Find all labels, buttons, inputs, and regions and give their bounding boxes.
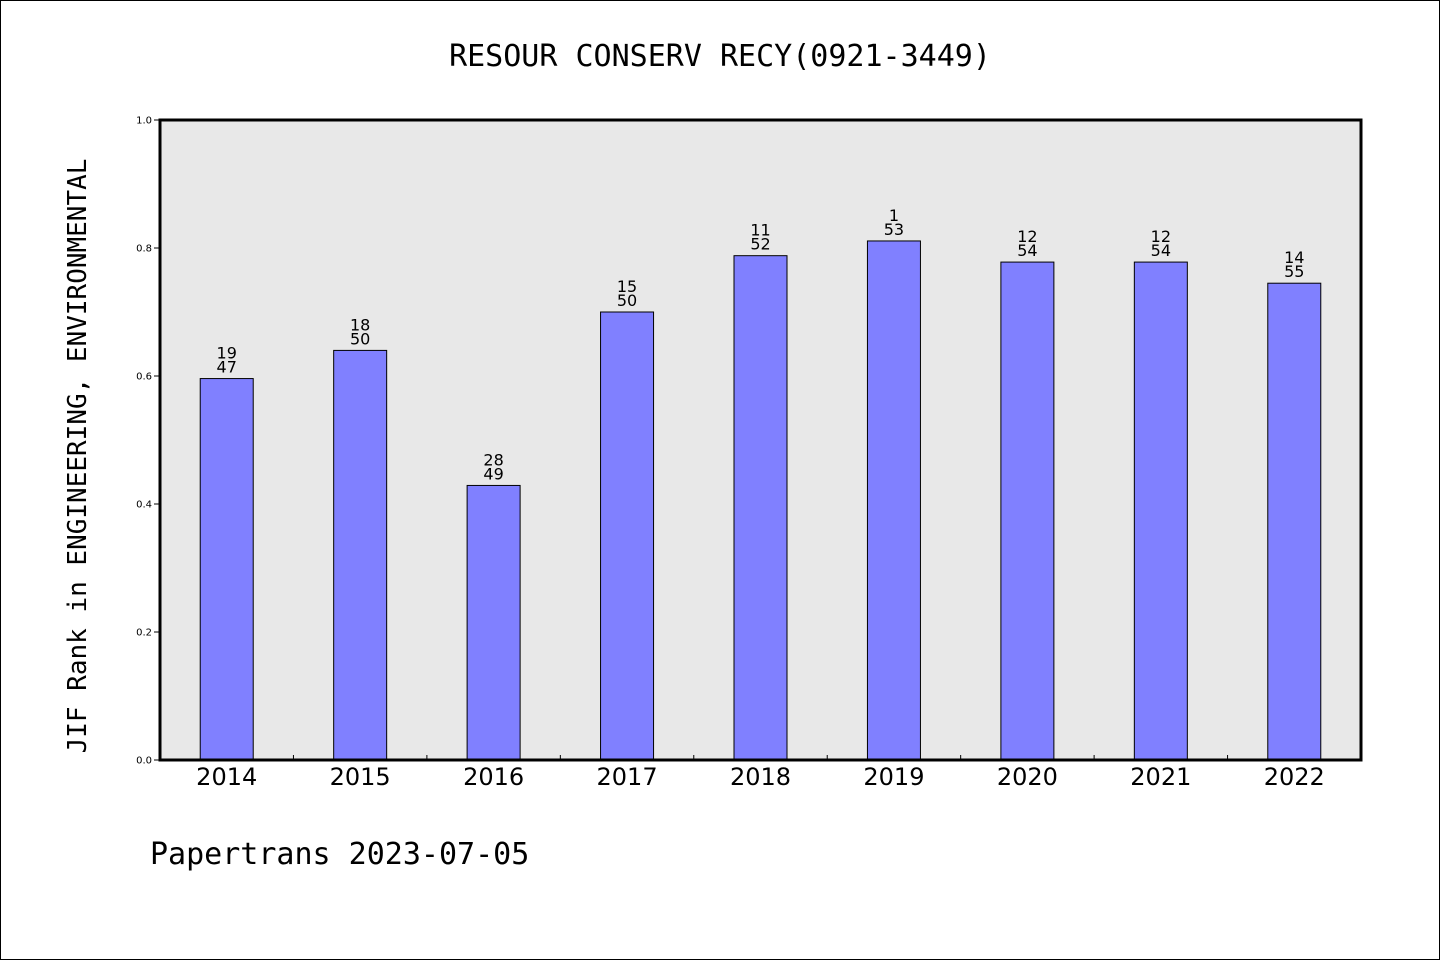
bar-total-label: 50: [350, 329, 370, 348]
bar: [1000, 261, 1055, 761]
x-tick-label: 2016: [463, 763, 524, 791]
x-tick-label: 2018: [730, 763, 791, 791]
bar: [466, 484, 521, 761]
plot-border: [158, 118, 1363, 762]
bar-rank-label: 15: [617, 277, 637, 296]
bar-rank-label: 28: [483, 450, 503, 469]
bar: [199, 378, 254, 761]
x-tick-label: 2019: [863, 763, 924, 791]
y-tick-label: 0.4: [136, 500, 152, 511]
bar: [1133, 261, 1188, 761]
y-axis-label: JIF Rank in ENGINEERING, ENVIRONMENTAL: [63, 159, 93, 754]
x-tick-label: 2021: [1130, 763, 1191, 791]
bar-total-label: 52: [750, 235, 770, 254]
bar-rank-label: 14: [1284, 248, 1304, 267]
bar-rank-label: 11: [750, 221, 770, 240]
bar-rank-label: 1: [889, 206, 899, 225]
bar: [1267, 282, 1322, 761]
y-tick-label: 0.2: [136, 628, 152, 639]
y-tick-label: 1.0: [136, 116, 152, 127]
bar: [600, 311, 655, 761]
y-tick-label: 0.8: [136, 244, 152, 255]
bar: [733, 255, 788, 761]
bar-total-label: 47: [217, 358, 237, 377]
x-tick-label: 2015: [330, 763, 391, 791]
bar-total-label: 55: [1284, 262, 1304, 281]
y-tick-label: 0.0: [136, 756, 152, 767]
bar-rank-label: 12: [1151, 227, 1171, 246]
bar-total-label: 49: [483, 464, 503, 483]
chart-title: RESOUR CONSERV RECY(0921-3449): [449, 39, 991, 74]
x-tick-label: 2020: [997, 763, 1058, 791]
y-tick-label: 0.6: [136, 372, 152, 383]
bar-rank-label: 19: [217, 344, 237, 363]
bar: [866, 240, 921, 761]
bar: [333, 349, 388, 761]
footer-text: Papertrans 2023-07-05: [150, 837, 529, 872]
bar-total-label: 50: [617, 291, 637, 310]
x-tick-label: 2014: [196, 763, 257, 791]
bar-rank-label: 12: [1017, 227, 1037, 246]
bar-rank-label: 18: [350, 315, 370, 334]
x-tick-label: 2017: [597, 763, 658, 791]
bar-total-label: 54: [1151, 241, 1171, 260]
bar-total-label: 53: [884, 220, 904, 239]
x-tick-label: 2022: [1264, 763, 1325, 791]
bar-total-label: 54: [1017, 241, 1037, 260]
